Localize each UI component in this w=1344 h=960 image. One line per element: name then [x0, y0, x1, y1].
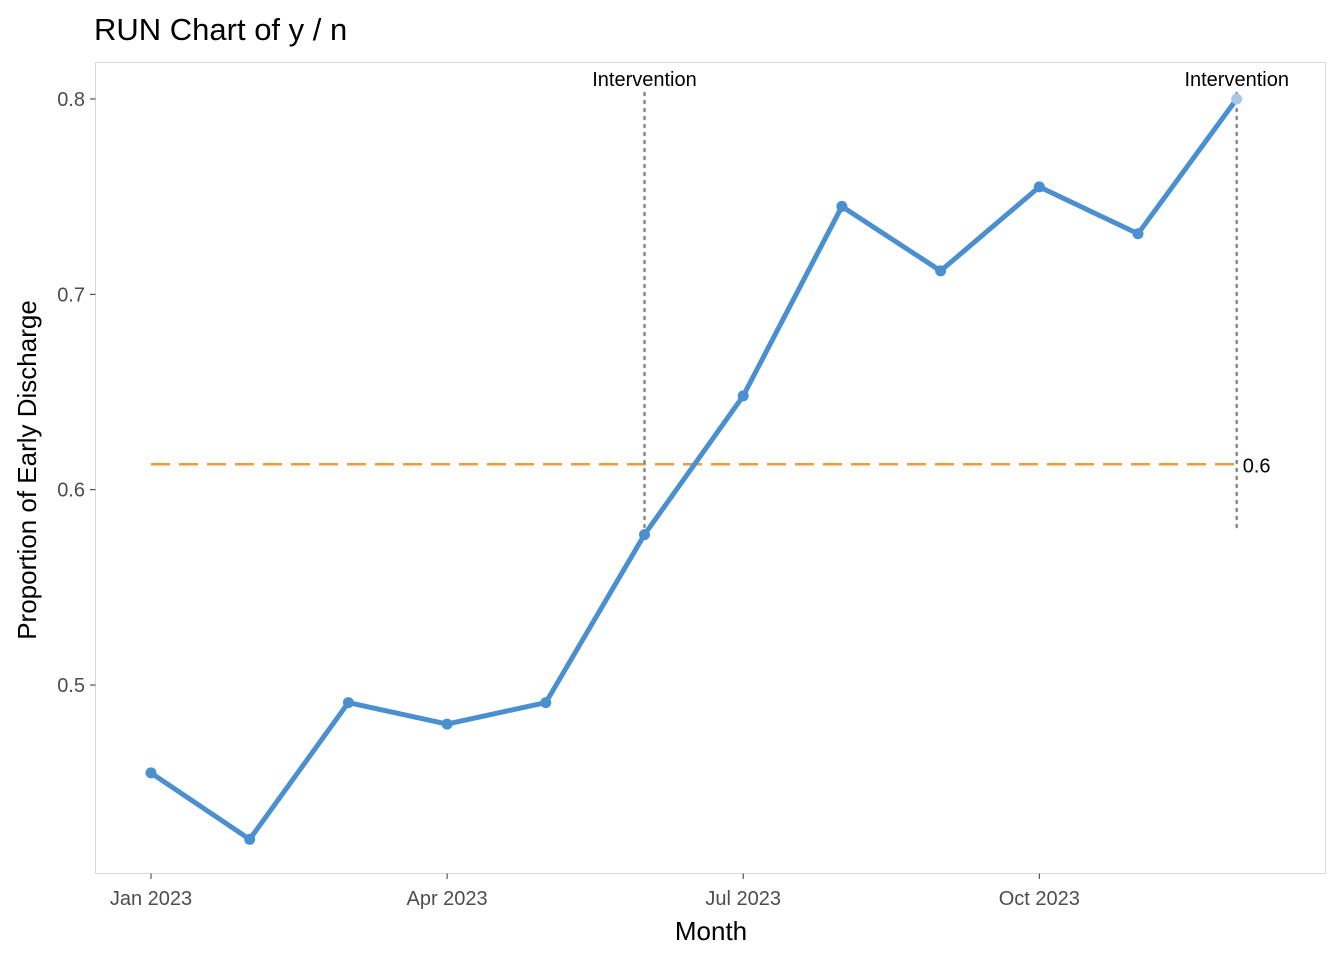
x-axis-title: Month [675, 916, 747, 946]
axes-layer: 0.5 0.6 0.7 0.8 Jan 2023 Apr 2023 Jul 2023 Oct … [57, 89, 1080, 910]
intervention-layer: Intervention Intervention [592, 69, 1289, 530]
data-point [540, 697, 552, 709]
x-tick-label: Oct 2023 [999, 888, 1080, 910]
data-point [244, 833, 256, 845]
x-tick-label: Apr 2023 [407, 888, 488, 910]
median-label: 0.6 [1243, 455, 1271, 477]
intervention-label: Intervention [592, 69, 697, 91]
x-tick-label: Jan 2023 [110, 888, 192, 910]
data-point [1231, 93, 1243, 105]
data-point [935, 265, 947, 277]
plot-panel [95, 62, 1326, 874]
y-axis-title: Proportion of Early Discharge [12, 300, 42, 640]
series-line [148, 96, 1240, 842]
data-point [836, 200, 848, 212]
data-point [737, 390, 749, 402]
data-point [639, 529, 650, 541]
y-tick-label: 0.8 [57, 89, 85, 111]
data-point [1033, 181, 1045, 193]
chart-title: RUN Chart of y / n [94, 12, 347, 47]
median-layer: 0.6 [151, 455, 1271, 477]
y-tick-label: 0.6 [57, 480, 85, 502]
y-tick-label: 0.7 [57, 284, 85, 306]
data-point [441, 718, 453, 730]
data-point [1132, 228, 1144, 240]
data-point [342, 697, 354, 709]
x-tick-label: Jul 2023 [705, 888, 781, 910]
series-layer [145, 93, 1243, 845]
data-point [145, 767, 157, 779]
y-tick-label: 0.5 [57, 675, 85, 697]
intervention-label: Intervention [1184, 69, 1289, 91]
